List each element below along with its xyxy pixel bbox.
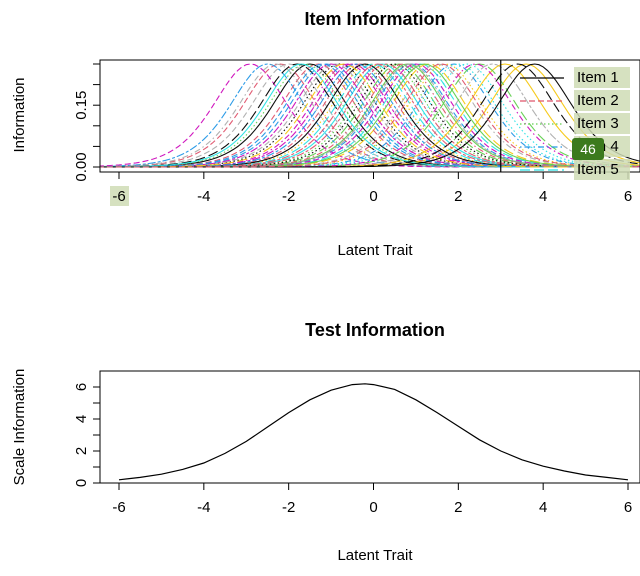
tick-label-highlight: [110, 186, 129, 206]
test-information-panel: Test Information Scale Information Laten…: [11, 320, 640, 564]
test-information-axes: -6 -4 -2 0 2 4 6 0 2 4 6: [73, 383, 632, 516]
item-information-y-tick-label: 0.00: [73, 152, 90, 181]
legend-item-highlight: [574, 159, 630, 180]
legend-item-highlight: [574, 90, 630, 111]
test-information-x-tick-label: 2: [454, 499, 462, 516]
test-information-xlabel: Latent Trait: [337, 547, 413, 564]
item-information-x-tick-label: 0: [369, 188, 377, 205]
test-information-y-tick-label: 6: [73, 383, 90, 391]
legend-item-label: Item 3: [577, 115, 619, 132]
item-count-badge-text: 46: [580, 141, 596, 157]
item-curve: [100, 63, 640, 168]
test-information-x-tick-label: 0: [369, 499, 377, 516]
test-information-x-tick-label: 4: [539, 499, 547, 516]
item-information-x-tick-label: 4: [539, 188, 547, 205]
test-information-title: Test Information: [305, 320, 445, 340]
test-information-x-tick-label: -4: [197, 499, 210, 516]
legend-item-highlight: [574, 113, 630, 134]
test-information-y-tick-label: 0: [73, 479, 90, 487]
item-curve: [100, 63, 640, 168]
item-information-x-tick-label: 6: [624, 188, 632, 205]
legend-item-label: Item 1: [577, 69, 619, 86]
item-curve: [100, 63, 640, 168]
item-information-panel: Item Information Information Latent Trai…: [11, 9, 640, 259]
item-curve: [100, 63, 640, 168]
test-information-curve: [118, 383, 629, 481]
item-information-plot-frame: [99, 59, 640, 173]
item-curve: [100, 63, 640, 168]
item-information-x-tick-label: -2: [282, 188, 295, 205]
item-information-xlabel: Latent Trait: [337, 242, 413, 259]
legend-item-highlight: [574, 67, 630, 88]
item-count-badge: 46: [572, 138, 604, 160]
test-information-x-tick-label: -2: [282, 499, 295, 516]
item-curve: [100, 63, 640, 168]
legend-item-label: Item 2: [577, 92, 619, 109]
item-curve: [100, 63, 640, 168]
test-information-series: [118, 383, 629, 481]
item-information-title: Item Information: [304, 9, 445, 29]
item-curve: [100, 63, 640, 168]
item-information-x-tick-label: -6: [112, 188, 125, 205]
test-information-plot-frame: [99, 370, 640, 484]
test-information-x-tick-label: 6: [624, 499, 632, 516]
item-curve: [100, 63, 640, 168]
item-information-y-tick-label: 0.15: [73, 91, 90, 120]
item-information-x-tick-label: -4: [197, 188, 210, 205]
test-information-y-tick-label: 2: [73, 447, 90, 455]
test-information-ylabel: Scale Information: [11, 369, 28, 486]
item-curve: [100, 63, 640, 168]
test-information-x-tick-label: -6: [112, 499, 125, 516]
item-information-x-tick-label: 2: [454, 188, 462, 205]
test-information-y-tick-label: 4: [73, 415, 90, 423]
item-information-ylabel: Information: [11, 77, 28, 152]
item-curves: [100, 60, 640, 172]
legend-item-label: Item 5: [577, 161, 619, 178]
